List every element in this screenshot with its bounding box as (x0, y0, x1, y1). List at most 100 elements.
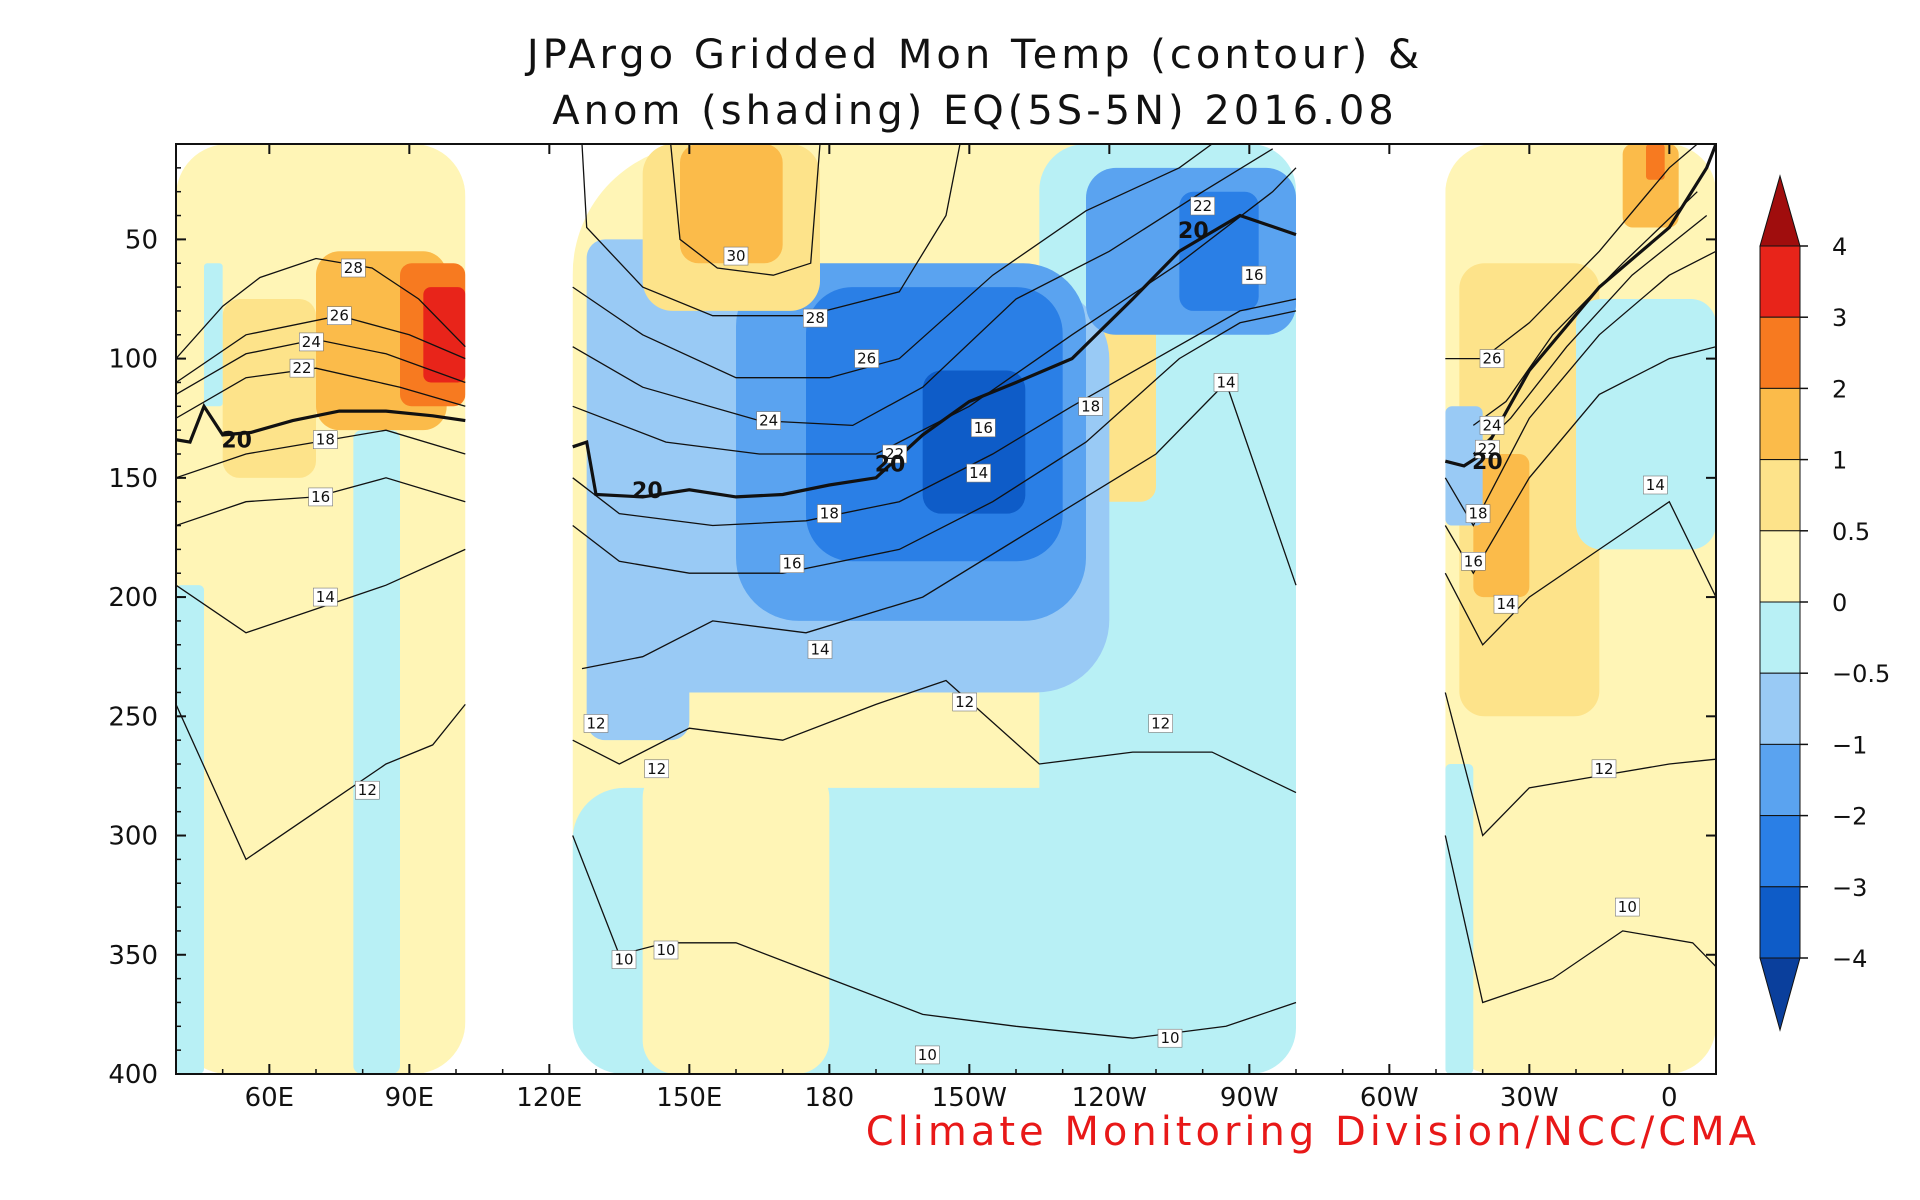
x-tick-label-60E: 60E (245, 1083, 295, 1113)
contour-label-20: 20 (632, 479, 663, 504)
x-axis: 60E 90E 120E 150E 180 150W 120W 90W 60W 30W 0 (221, 144, 1717, 1113)
contour-label-text-16: 16 (311, 488, 330, 506)
contour-label-text-12: 12 (586, 714, 605, 732)
contour-label-text-22: 22 (292, 359, 311, 377)
y-tick-label-100: 100 (108, 345, 158, 375)
contour-line-10-28 (1444, 835, 1716, 1004)
anomaly-region-27 (1646, 144, 1665, 180)
anomaly-region-6 (423, 287, 466, 383)
contour-label-text-24: 24 (1482, 416, 1501, 434)
y-tick-label-250: 250 (108, 702, 158, 732)
land-gap-0 (465, 144, 573, 1074)
contour-label-14: 14 (1213, 373, 1239, 392)
y-tick-label-50: 50 (125, 225, 158, 255)
contour-line-26-4 (572, 144, 1213, 379)
x-tick-label-120E: 120E (516, 1083, 582, 1113)
anomaly-region-21 (680, 144, 783, 264)
plot-frame (175, 143, 1717, 1075)
contour-label-text-10: 10 (614, 951, 633, 969)
colorbar-box-8 (1759, 815, 1801, 888)
x-tick-label-180: 180 (805, 1083, 855, 1113)
contour-label-12: 12 (1591, 759, 1617, 779)
plot-area (176, 144, 1716, 1074)
anomaly-region-30 (1445, 764, 1474, 1074)
contour-label-text-14: 14 (1646, 476, 1665, 494)
contour-label-text-14: 14 (316, 588, 335, 606)
contour-label-12: 12 (583, 714, 609, 733)
colorbar-box-2 (1759, 387, 1801, 461)
anomaly-shading (176, 144, 1716, 1074)
contour-label-text-30: 30 (726, 247, 745, 265)
contour-label-10: 10 (1615, 897, 1640, 917)
anomaly-region-17 (922, 370, 1026, 514)
colorbar-label--0.5: −0.5 (1832, 660, 1890, 688)
anomaly-region-19 (1179, 191, 1259, 311)
contour-label-22: 22 (882, 444, 907, 464)
contour-line-12-24 (176, 703, 466, 861)
contour-label-text-22: 22 (885, 445, 904, 463)
contour-label-text-12: 12 (1151, 714, 1170, 732)
contour-label-12: 12 (355, 780, 380, 800)
contour-label-16: 16 (1241, 265, 1267, 285)
contour-label-text-16: 16 (1464, 552, 1483, 570)
contour-label-text-12: 12 (955, 693, 974, 711)
title-line-1: JPArgo Gridded Mon Temp (contour) & (524, 32, 1423, 78)
colorbar-label--2: −2 (1832, 803, 1867, 831)
contour-line-14-22 (581, 381, 1297, 670)
contour-label-text-14: 14 (969, 464, 988, 482)
contour-label-26: 26 (854, 349, 879, 368)
contour-label-text-10: 10 (1160, 1029, 1179, 1047)
contour-label-text-14: 14 (1496, 595, 1515, 613)
contour-label-24: 24 (756, 411, 781, 430)
y-tick-label-200: 200 (108, 583, 158, 613)
contour-label-12: 12 (952, 692, 977, 712)
colorbar: 4 3 2 1 0.5 0 −0.5 −1 −2 −3 −4 (1759, 174, 1890, 1032)
contour-line-26-5 (1445, 144, 1698, 360)
x-tick-label-120W: 120W (1072, 1083, 1147, 1113)
contour-line-20-12 (176, 402, 466, 444)
contour-label-28: 28 (341, 258, 366, 278)
contour-label-16: 16 (308, 487, 333, 507)
contour-line-18-16 (572, 298, 1297, 527)
contour-label-text-26: 26 (1482, 350, 1501, 368)
anomaly-region-28 (1576, 299, 1716, 550)
contour-line-22-9 (176, 367, 466, 419)
y-axis: 50 100 150 200 250 300 350 400 (108, 167, 1716, 1090)
contour-label-26: 26 (1479, 349, 1505, 368)
contour-line-24-8 (1472, 191, 1698, 426)
land-gap-1 (1296, 144, 1446, 1074)
contour-label-22: 22 (289, 358, 315, 378)
contour-label-text-10: 10 (656, 941, 675, 959)
contour-label-28: 28 (803, 308, 828, 328)
contour-line-20-13 (572, 213, 1297, 499)
colorbar-label-2: 2 (1832, 375, 1847, 403)
y-tick-label-150: 150 (108, 464, 158, 494)
anomaly-region-1 (353, 430, 401, 1074)
colorbar-box-3 (1759, 459, 1801, 532)
contour-label-24: 24 (1479, 416, 1505, 435)
contour-line-28-2 (581, 144, 961, 317)
credit-text: Climate Monitoring Division/NCC/CMA (866, 1109, 1760, 1155)
contour-label-22: 22 (1475, 439, 1500, 459)
contour-label-10: 10 (611, 950, 637, 969)
contour-label-14: 14 (966, 463, 991, 483)
contour-label-14: 14 (313, 587, 338, 607)
contour-label-18: 18 (1078, 397, 1103, 416)
contour-line-20-14 (1444, 144, 1716, 468)
contour-label-14: 14 (1643, 475, 1668, 495)
contour-label-text-14: 14 (810, 641, 829, 659)
contour-label-20: 20 (1178, 219, 1209, 244)
contour-label-12: 12 (644, 759, 669, 779)
contour-label-16: 16 (1461, 552, 1486, 571)
contour-label-10: 10 (653, 940, 679, 960)
contour-label-16: 16 (779, 554, 805, 573)
anomaly-region-22 (899, 148, 932, 221)
contour-label-text-12: 12 (647, 760, 666, 778)
colorbar-label-0.5: 0.5 (1832, 518, 1870, 546)
contour-label-text-20: 20 (221, 429, 252, 454)
contour-line-14-23 (1444, 500, 1716, 646)
contour-line-16-19 (572, 310, 1297, 574)
contour-label-20: 20 (1472, 450, 1503, 475)
contour-label-text-20: 20 (1178, 219, 1209, 244)
